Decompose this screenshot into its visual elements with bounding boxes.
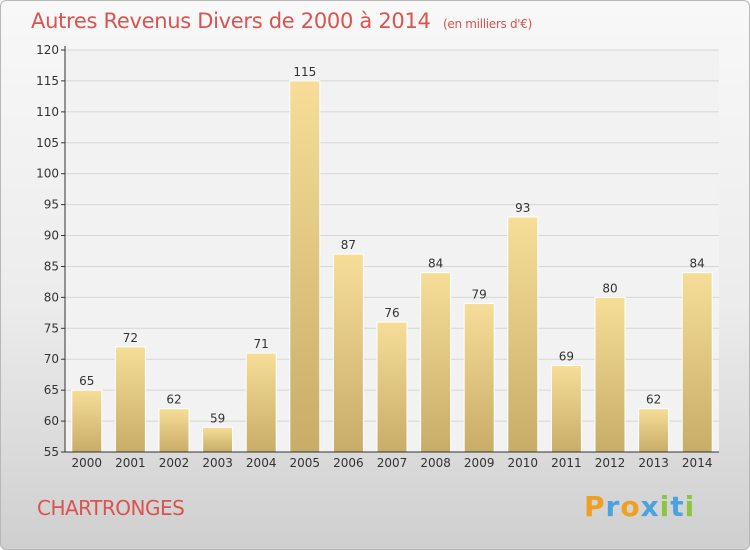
x-tick-label: 2007 [377,456,408,470]
x-tick-label: 2011 [551,456,582,470]
bar [681,272,713,453]
data-label: 84 [428,257,443,271]
logo-letter: i [659,490,671,523]
x-tick-label: 2010 [508,456,539,470]
proxiti-logo: Proxiti [584,490,695,523]
x-tick-label: 2002 [159,456,190,470]
x-tick-label: 2012 [595,456,626,470]
chart-title: Autres Revenus Divers de 2000 à 2014 (en… [31,9,532,33]
x-tick-label: 2009 [464,456,495,470]
x-tick-label: 2008 [420,456,451,470]
data-label: 84 [690,257,705,271]
y-tick-label: 95 [44,198,59,212]
x-tick-label: 2000 [72,456,103,470]
bar [71,389,103,453]
y-tick-label: 90 [44,229,59,243]
x-tick-label: 2003 [202,456,233,470]
y-tick-label: 115 [36,74,59,88]
y-tick-label: 100 [36,167,59,181]
data-label: 65 [79,374,94,388]
x-tick-label: 2013 [638,456,669,470]
chart-unit: (en milliers d'€) [443,17,533,31]
y-tick-label: 55 [44,445,59,459]
y-tick-label: 80 [44,290,59,304]
bar [202,426,234,453]
x-tick-label: 2014 [682,456,713,470]
bar [550,364,582,453]
data-label: 115 [293,65,316,79]
logo-letter: x [640,490,660,523]
bar [507,216,539,453]
bar [638,408,670,453]
x-tick-label: 2004 [246,456,277,470]
y-tick-label: 105 [36,136,59,150]
logo-letter: i [684,490,696,523]
y-tick-label: 110 [36,105,59,119]
data-label: 76 [384,306,399,320]
logo-letter: r [605,490,621,523]
y-tick-label: 120 [36,43,59,57]
bar [245,352,277,453]
bar [420,272,452,453]
logo-letter: P [584,490,606,523]
bar [332,253,364,453]
y-tick-label: 65 [44,383,59,397]
data-label: 93 [515,201,530,215]
data-label: 69 [559,349,574,363]
data-label: 62 [646,393,661,407]
x-tick-label: 2006 [333,456,364,470]
commune-name: CHARTRONGES [37,496,185,520]
logo-letter: t [670,490,685,523]
bar [158,408,190,453]
bar [289,80,321,453]
x-tick-label: 2005 [290,456,321,470]
data-label: 59 [210,411,225,425]
chart-title-text: Autres Revenus Divers de 2000 à 2014 [31,9,431,33]
logo-letter: o [620,490,641,523]
bar [376,321,408,453]
data-label: 79 [472,288,487,302]
data-label: 71 [254,337,269,351]
data-label: 87 [341,238,356,252]
y-tick-label: 60 [44,414,59,428]
bar [114,346,146,453]
y-tick-label: 75 [44,321,59,335]
x-tick-label: 2001 [115,456,146,470]
bar [463,303,495,453]
data-label: 62 [166,393,181,407]
y-tick-label: 70 [44,352,59,366]
y-tick-label: 85 [44,259,59,273]
data-label: 80 [602,281,617,295]
bar [594,296,626,453]
data-label: 72 [123,331,138,345]
